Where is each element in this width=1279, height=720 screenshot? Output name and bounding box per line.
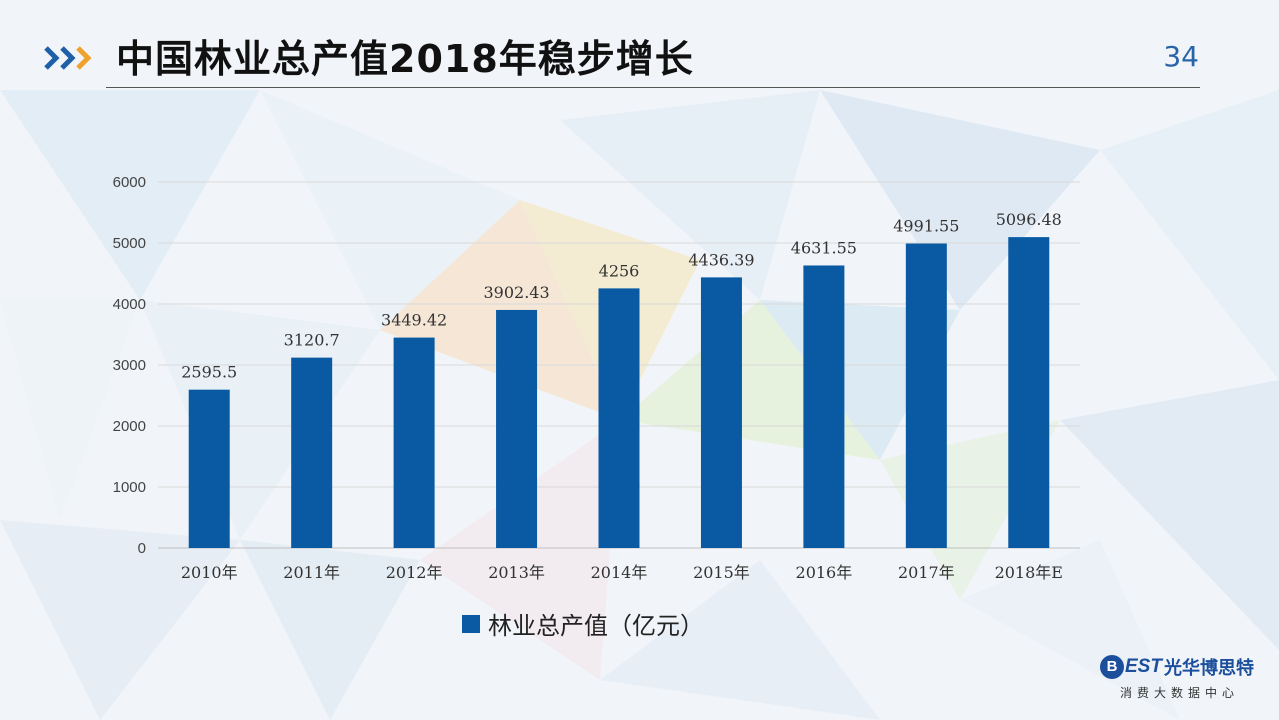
y-tick-label: 2000 — [113, 418, 146, 435]
x-tick-label: 2014年 — [591, 563, 648, 582]
page-number: 34 — [1163, 40, 1199, 73]
x-tick-label: 2015年 — [693, 563, 750, 582]
data-label: 2595.5 — [181, 363, 237, 382]
bar — [905, 243, 947, 549]
header-divider — [106, 87, 1200, 88]
logo-mark: B EST 光华博思特 — [1100, 654, 1254, 680]
x-tick-label: 2017年 — [898, 563, 955, 582]
bar — [1008, 237, 1050, 548]
logo-est-text: EST — [1125, 656, 1162, 677]
legend-label: 林业总产值（亿元） — [488, 612, 704, 640]
data-label: 4631.55 — [791, 238, 857, 257]
y-tick-label: 5000 — [113, 235, 146, 252]
x-tick-label: 2018年E — [995, 563, 1063, 582]
data-label: 4256 — [599, 261, 640, 280]
x-tick-label: 2016年 — [796, 563, 853, 582]
bar — [803, 265, 845, 548]
page-title: 中国林业总产值2018年稳步增长 — [116, 37, 694, 81]
chart-legend: 林业总产值（亿元） — [462, 606, 704, 641]
data-label: 4991.55 — [893, 217, 959, 236]
data-label: 3120.7 — [284, 331, 340, 350]
brand-logo: B EST 光华博思特 消费大数据中心 — [1100, 652, 1260, 702]
bar — [291, 357, 333, 548]
x-tick-label: 2012年 — [386, 563, 443, 582]
x-tick-label: 2010年 — [181, 563, 238, 582]
x-tick-label: 2013年 — [488, 563, 545, 582]
data-label: 3902.43 — [483, 283, 549, 302]
chevron-arrows-icon — [44, 46, 92, 70]
y-tick-label: 0 — [138, 540, 146, 557]
bar — [700, 277, 742, 548]
data-label: 3449.42 — [381, 311, 447, 330]
logo-name: 光华博思特 — [1163, 658, 1254, 679]
legend-swatch — [462, 614, 480, 633]
data-label: 4436.39 — [688, 250, 754, 269]
logo-subtitle: 消费大数据中心 — [1120, 686, 1240, 700]
y-tick-label: 6000 — [113, 174, 146, 191]
bar — [188, 389, 230, 548]
data-label: 5096.48 — [996, 210, 1062, 229]
header: 中国林业总产值2018年稳步增长 34 — [0, 0, 1279, 95]
bar — [393, 337, 435, 548]
y-tick-label: 3000 — [113, 357, 146, 374]
y-tick-label: 1000 — [113, 479, 146, 496]
bar — [598, 288, 640, 548]
x-tick-label: 2011年 — [283, 563, 340, 582]
bar — [496, 309, 538, 548]
y-tick-label: 4000 — [113, 296, 146, 313]
logo-b-icon: B — [1100, 655, 1124, 679]
